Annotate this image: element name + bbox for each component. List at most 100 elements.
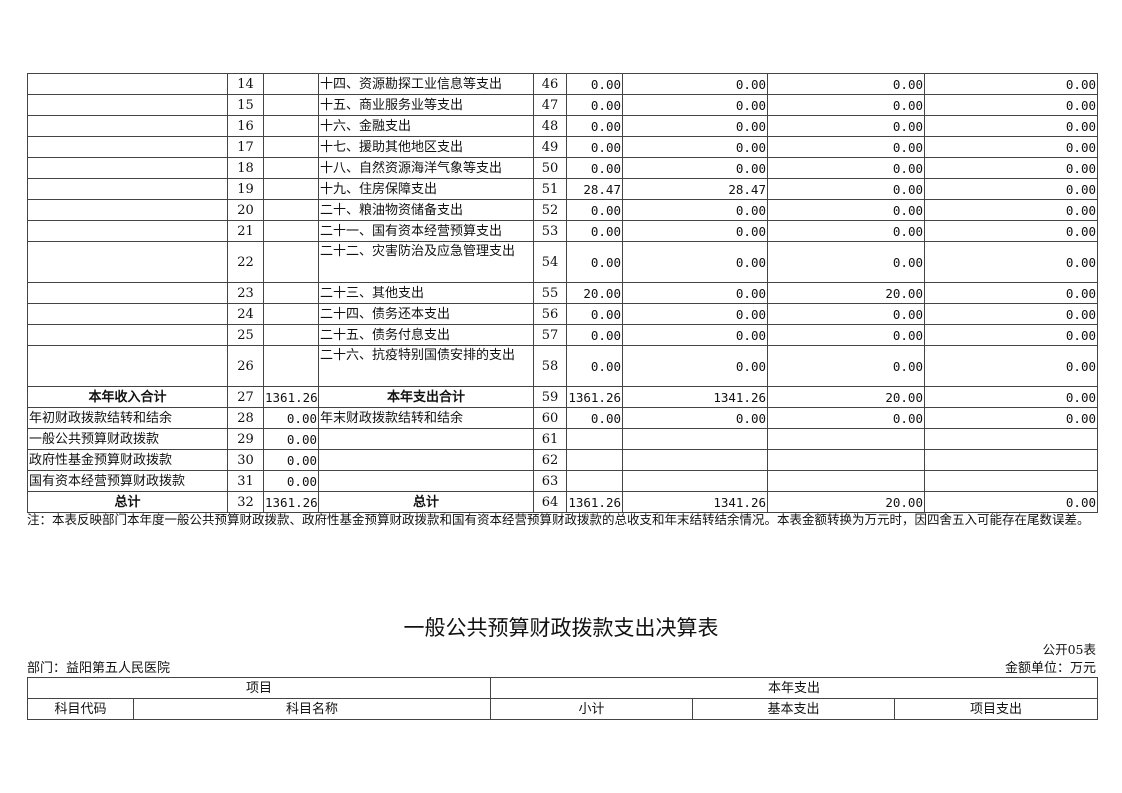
expense-basic: 0.00 [622, 241, 768, 283]
expense-project: 0.00 [767, 220, 925, 242]
table-row: 21 二十一、国有资本经营预算支出 53 0.00 0.00 0.00 0.00 [27, 220, 1098, 242]
income-item: 总计 [27, 491, 228, 513]
expense-other [924, 428, 1098, 450]
income-item [27, 157, 228, 179]
income-item: 一般公共预算财政拨款 [27, 428, 228, 450]
income-line-no: 28 [227, 407, 264, 429]
income-line-no: 20 [227, 199, 264, 221]
header-basic: 基本支出 [692, 698, 896, 720]
table-row: 17 十七、援助其他地区支出 49 0.00 0.00 0.00 0.00 [27, 136, 1098, 158]
income-item: 年初财政拨款结转和结余 [27, 407, 228, 429]
expense-project: 0.00 [767, 241, 925, 283]
expense-item: 年末财政拨款结转和结余 [318, 407, 534, 429]
table-row: 25 二十五、债务付息支出 57 0.00 0.00 0.00 0.00 [27, 324, 1098, 346]
expense-line-no: 55 [533, 282, 567, 304]
expense-total: 1361.26 [566, 491, 623, 513]
income-amount: 1361.26 [263, 491, 319, 513]
income-item [27, 73, 228, 95]
expense-line-no: 49 [533, 136, 567, 158]
expense-item: 十九、住房保障支出 [318, 178, 534, 200]
income-line-no: 25 [227, 324, 264, 346]
expense-project: 20.00 [767, 386, 925, 408]
expense-basic: 0.00 [622, 407, 768, 429]
expense-basic: 0.00 [622, 94, 768, 116]
table-row: 总计 32 1361.26 总计 64 1361.26 1341.26 20.00 0.00 [27, 491, 1098, 513]
expense-basic: 0.00 [622, 220, 768, 242]
expense-other: 0.00 [924, 220, 1098, 242]
page-title: 一般公共预算财政拨款支出决算表 [403, 616, 719, 640]
expense-total: 0.00 [566, 407, 623, 429]
expense-item [318, 428, 534, 450]
expense-project [767, 449, 925, 471]
footnote: 注：本表反映部门本年度一般公共预算财政拨款、政府性基金预算财政拨款和国有资本经营… [27, 512, 1090, 527]
expense-total: 0.00 [566, 241, 623, 283]
expense-project: 0.00 [767, 324, 925, 346]
income-line-no: 26 [227, 345, 264, 387]
expense-item: 二十一、国有资本经营预算支出 [318, 220, 534, 242]
table-row: 一般公共预算财政拨款 29 0.00 61 [27, 428, 1098, 450]
income-line-no: 32 [227, 491, 264, 513]
expense-basic: 0.00 [622, 282, 768, 304]
income-line-no: 15 [227, 94, 264, 116]
expense-other: 0.00 [924, 491, 1098, 513]
income-line-no: 18 [227, 157, 264, 179]
income-line-no: 22 [227, 241, 264, 283]
expense-line-no: 51 [533, 178, 567, 200]
expense-item: 十六、金融支出 [318, 115, 534, 137]
expense-line-no: 63 [533, 470, 567, 492]
income-item [27, 282, 228, 304]
expense-project: 0.00 [767, 303, 925, 325]
expense-total: 20.00 [566, 282, 623, 304]
expense-project: 0.00 [767, 136, 925, 158]
expense-item: 总计 [318, 491, 534, 513]
expense-total: 0.00 [566, 324, 623, 346]
expense-line-no: 61 [533, 428, 567, 450]
income-item [27, 115, 228, 137]
income-line-no: 29 [227, 428, 264, 450]
table-row: 国有资本经营预算财政拨款 31 0.00 63 [27, 470, 1098, 492]
table-row: 政府性基金预算财政拨款 30 0.00 62 [27, 449, 1098, 471]
income-amount [263, 157, 319, 179]
expense-item: 二十五、债务付息支出 [318, 324, 534, 346]
expense-project: 0.00 [767, 73, 925, 95]
expense-item: 二十四、债务还本支出 [318, 303, 534, 325]
income-amount [263, 136, 319, 158]
income-item [27, 324, 228, 346]
expense-basic [622, 470, 768, 492]
table-row: 16 十六、金融支出 48 0.00 0.00 0.00 0.00 [27, 115, 1098, 137]
expense-basic: 0.00 [622, 345, 768, 387]
income-line-no: 19 [227, 178, 264, 200]
expense-other: 0.00 [924, 199, 1098, 221]
expense-basic: 0.00 [622, 73, 768, 95]
income-line-no: 23 [227, 282, 264, 304]
expense-line-no: 48 [533, 115, 567, 137]
expense-total [566, 470, 623, 492]
expense-item [318, 470, 534, 492]
expense-project: 0.00 [767, 199, 925, 221]
expense-total: 0.00 [566, 94, 623, 116]
expense-total: 0.00 [566, 303, 623, 325]
expense-total [566, 428, 623, 450]
expense-line-no: 59 [533, 386, 567, 408]
income-amount [263, 324, 319, 346]
table-row: 24 二十四、债务还本支出 56 0.00 0.00 0.00 0.00 [27, 303, 1098, 325]
expense-basic [622, 449, 768, 471]
expense-basic: 28.47 [622, 178, 768, 200]
income-amount: 1361.26 [263, 386, 319, 408]
expense-basic: 1341.26 [622, 491, 768, 513]
expense-item: 二十三、其他支出 [318, 282, 534, 304]
income-item [27, 241, 228, 283]
expense-total: 0.00 [566, 115, 623, 137]
header-name: 科目名称 [132, 698, 492, 720]
expense-basic [622, 428, 768, 450]
expense-line-no: 47 [533, 94, 567, 116]
expense-project: 0.00 [767, 115, 925, 137]
income-amount: 0.00 [263, 407, 319, 429]
income-line-no: 31 [227, 470, 264, 492]
expense-other: 0.00 [924, 178, 1098, 200]
income-amount [263, 199, 319, 221]
unit-label: 金额单位：万元 [1004, 661, 1096, 676]
expense-line-no: 53 [533, 220, 567, 242]
expense-project: 0.00 [767, 345, 925, 387]
expense-item: 二十六、抗疫特别国债安排的支出 [318, 345, 534, 387]
